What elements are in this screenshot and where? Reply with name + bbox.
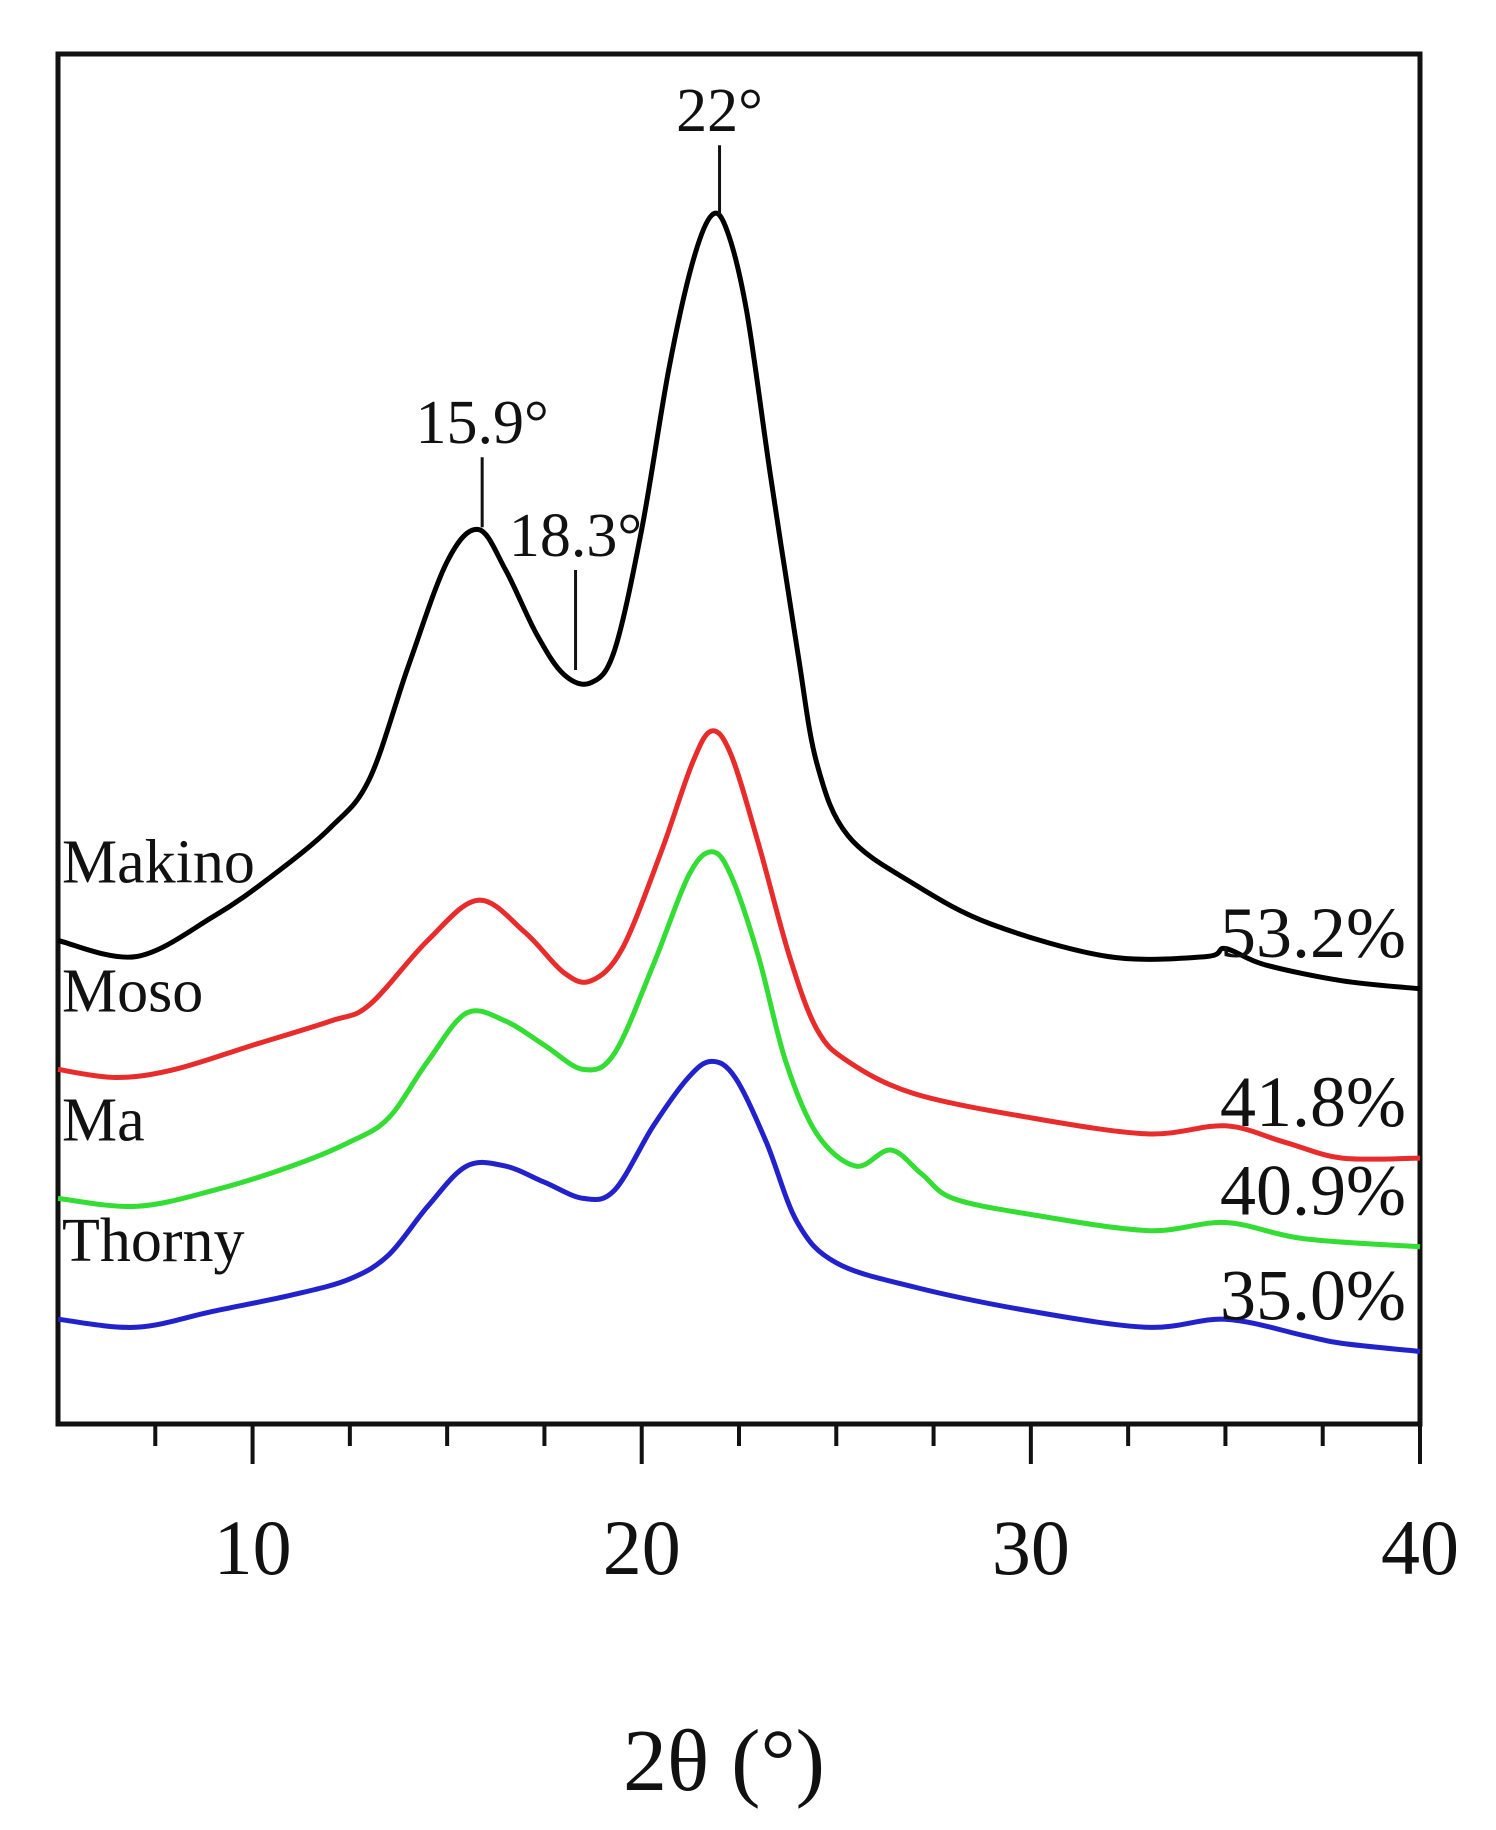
x-tick-label-40: 40 (1381, 1504, 1459, 1591)
series-label-makino: Makino (62, 828, 255, 896)
series-label-thorny: Thorny (62, 1207, 245, 1275)
x-tick-label-20: 20 (603, 1504, 681, 1591)
series-line-ma (57, 849, 1421, 1250)
x-axis-ticks (153, 1424, 1422, 1464)
series-labels: Makino Moso Ma Thorny (62, 828, 255, 1275)
series-lines (57, 210, 1421, 1354)
series-line-makino (57, 210, 1421, 992)
crystallinity-label-moso: 41.8% (1220, 1062, 1406, 1142)
series-line-thorny (57, 1058, 1421, 1354)
peak-label-2: 22° (676, 77, 763, 145)
x-axis-tick-labels: 10 20 30 40 (214, 1504, 1459, 1591)
crystallinity-label-makino: 53.2% (1220, 893, 1406, 973)
series-line-moso (57, 728, 1421, 1162)
x-axis-label: 2θ (°) (623, 1713, 825, 1810)
peak-label-1: 18.3° (509, 502, 642, 570)
x-tick-label-30: 30 (992, 1504, 1070, 1591)
plot-frame (55, 51, 1423, 1427)
x-tick-label-10: 10 (214, 1504, 292, 1591)
peak-label-0: 15.9° (416, 389, 549, 457)
crystallinity-labels: 53.2% 41.8% 40.9% 35.0% (1220, 893, 1406, 1336)
series-label-moso: Moso (62, 957, 203, 1025)
series-label-ma: Ma (62, 1086, 145, 1154)
peak-annotations: 15.9° 18.3° 22° (416, 77, 763, 670)
crystallinity-label-thorny: 35.0% (1220, 1255, 1406, 1335)
crystallinity-label-ma: 40.9% (1220, 1151, 1406, 1231)
